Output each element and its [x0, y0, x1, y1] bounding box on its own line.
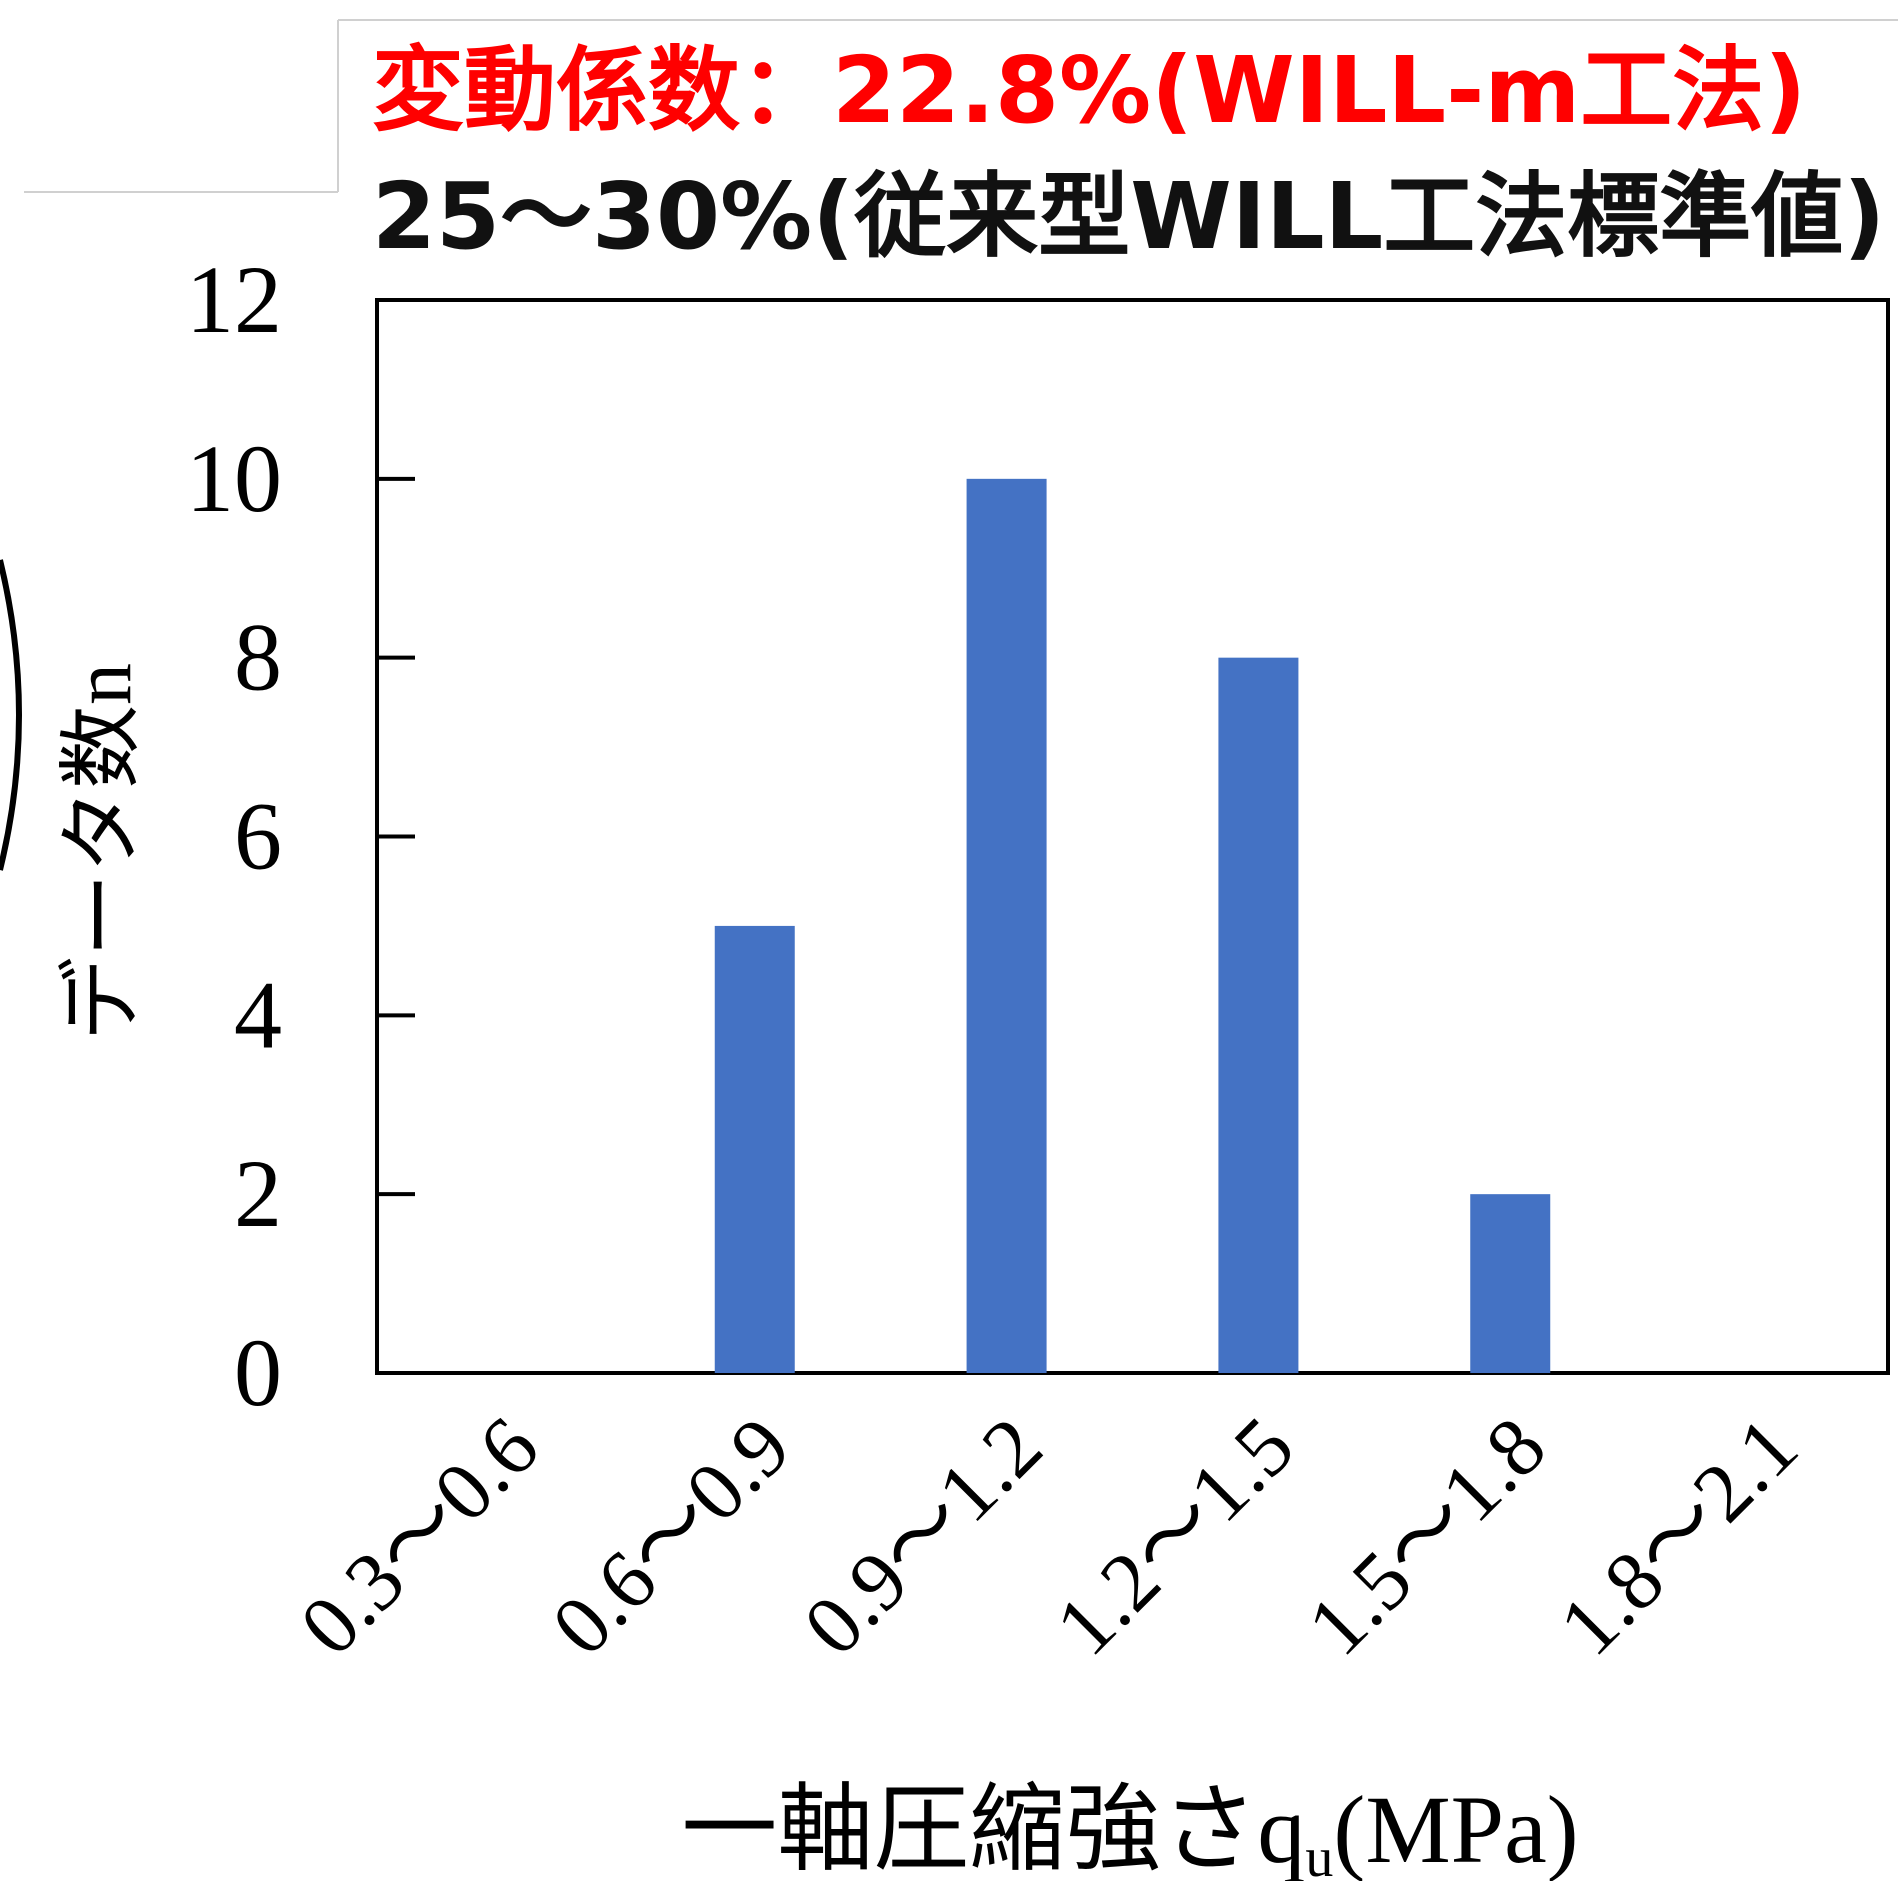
x-tick-label: 0.9〜1.2 — [786, 1400, 1060, 1674]
plot-area — [375, 298, 1890, 1375]
y-tick-label: 6 — [234, 783, 282, 890]
y-tick-label: 4 — [234, 961, 282, 1068]
x-tick-label: 1.8〜2.1 — [1542, 1400, 1816, 1674]
x-tick-label: 0.3〜0.6 — [283, 1400, 557, 1674]
bar — [1470, 1194, 1551, 1373]
left-edge-bracket — [0, 559, 22, 871]
y-axis: 0 2 4 6 8 10 12 — [186, 246, 415, 1426]
x-axis: 0.3〜0.60.6〜0.90.9〜1.21.2〜1.51.5〜1.81.8〜2… — [283, 1400, 1816, 1674]
y-tick-label: 10 — [186, 425, 282, 532]
annotation-line-2: 25〜30%(従来型WILL工法標準値) — [372, 163, 1885, 270]
x-axis-label-unit: (MPa) — [1333, 1776, 1578, 1881]
x-tick-label: 1.5〜1.8 — [1290, 1400, 1564, 1674]
x-tick-label: 1.2〜1.5 — [1038, 1400, 1312, 1674]
y-tick-label: 12 — [186, 246, 282, 353]
x-axis-label-main: 一軸圧縮強さq — [681, 1776, 1305, 1881]
annotation-line-1: 変動係数：22.8%(WILL-m工法) — [372, 37, 1806, 144]
y-tick-label: 8 — [234, 604, 282, 711]
y-tick-label: 0 — [234, 1319, 282, 1426]
x-tick-label: 0.6〜0.9 — [535, 1400, 809, 1674]
y-tick-label: 2 — [234, 1140, 282, 1247]
annotation-box: 変動係数：22.8%(WILL-m工法) 25〜30%(従来型WILL工法標準値… — [24, 19, 1898, 270]
y-axis-label: データ数n — [56, 663, 149, 1041]
bar — [1218, 657, 1299, 1373]
bar — [714, 925, 795, 1373]
x-axis-label: 一軸圧縮強さqu(MPa) — [681, 1776, 1578, 1881]
bar — [966, 478, 1047, 1373]
bars — [714, 478, 1551, 1373]
x-axis-label-subscript: u — [1305, 1827, 1333, 1881]
